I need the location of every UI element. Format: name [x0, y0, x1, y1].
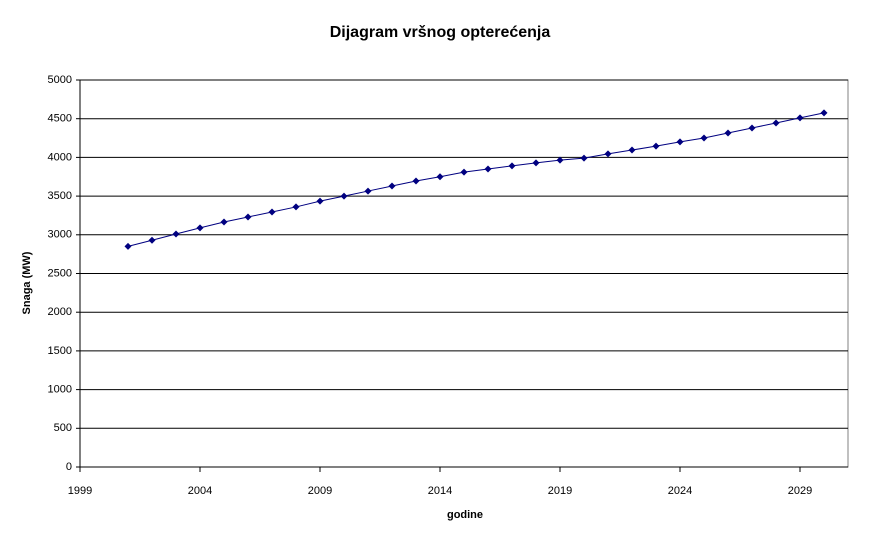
point-marker	[508, 162, 516, 170]
point-marker	[604, 150, 612, 158]
point-marker	[172, 230, 180, 238]
point-marker	[364, 187, 372, 195]
y-tick-label: 1000	[48, 384, 72, 396]
point-marker	[148, 236, 156, 244]
x-axis-title: godine	[447, 509, 483, 521]
point-marker	[388, 182, 396, 190]
point-marker	[628, 146, 636, 154]
chart-title: Dijagram vršnog opterećenja	[330, 24, 551, 41]
point-marker	[340, 192, 348, 200]
x-tick-label: 2004	[188, 485, 212, 497]
point-marker	[244, 213, 252, 221]
point-marker	[724, 129, 732, 137]
y-tick-label: 500	[54, 422, 72, 434]
x-tick-label: 2014	[428, 485, 452, 497]
point-marker	[772, 119, 780, 127]
y-tick-label: 3500	[48, 190, 72, 202]
point-marker	[700, 134, 708, 142]
y-axis-title: Snaga (MW)	[21, 251, 33, 314]
x-tick-label: 2009	[308, 485, 332, 497]
point-marker	[196, 224, 204, 232]
point-marker	[820, 109, 828, 117]
point-marker	[220, 218, 228, 226]
series-line	[127, 112, 825, 247]
point-marker	[460, 168, 468, 176]
point-marker	[532, 159, 540, 167]
y-tick-label: 3000	[48, 229, 72, 241]
point-marker	[580, 154, 588, 162]
point-marker	[268, 208, 276, 216]
point-marker	[484, 165, 492, 173]
point-marker	[652, 142, 660, 150]
x-tick-label: 2024	[668, 485, 692, 497]
y-tick-label: 5000	[48, 74, 72, 86]
point-marker	[124, 242, 132, 250]
point-marker	[412, 177, 420, 185]
x-tick-label: 1999	[68, 485, 92, 497]
point-marker	[676, 138, 684, 146]
x-tick-label: 2029	[788, 485, 812, 497]
point-marker	[796, 114, 804, 122]
x-tick-label: 2019	[548, 485, 572, 497]
y-tick-label: 1500	[48, 345, 72, 357]
y-tick-label: 4500	[48, 113, 72, 125]
point-marker	[748, 124, 756, 132]
point-marker	[316, 197, 324, 205]
point-marker	[292, 203, 300, 211]
point-marker	[556, 156, 564, 164]
y-tick-label: 2000	[48, 306, 72, 318]
y-tick-label: 4000	[48, 151, 72, 163]
y-tick-label: 2500	[48, 267, 72, 279]
y-tick-label: 0	[66, 461, 72, 473]
point-marker	[436, 173, 444, 181]
